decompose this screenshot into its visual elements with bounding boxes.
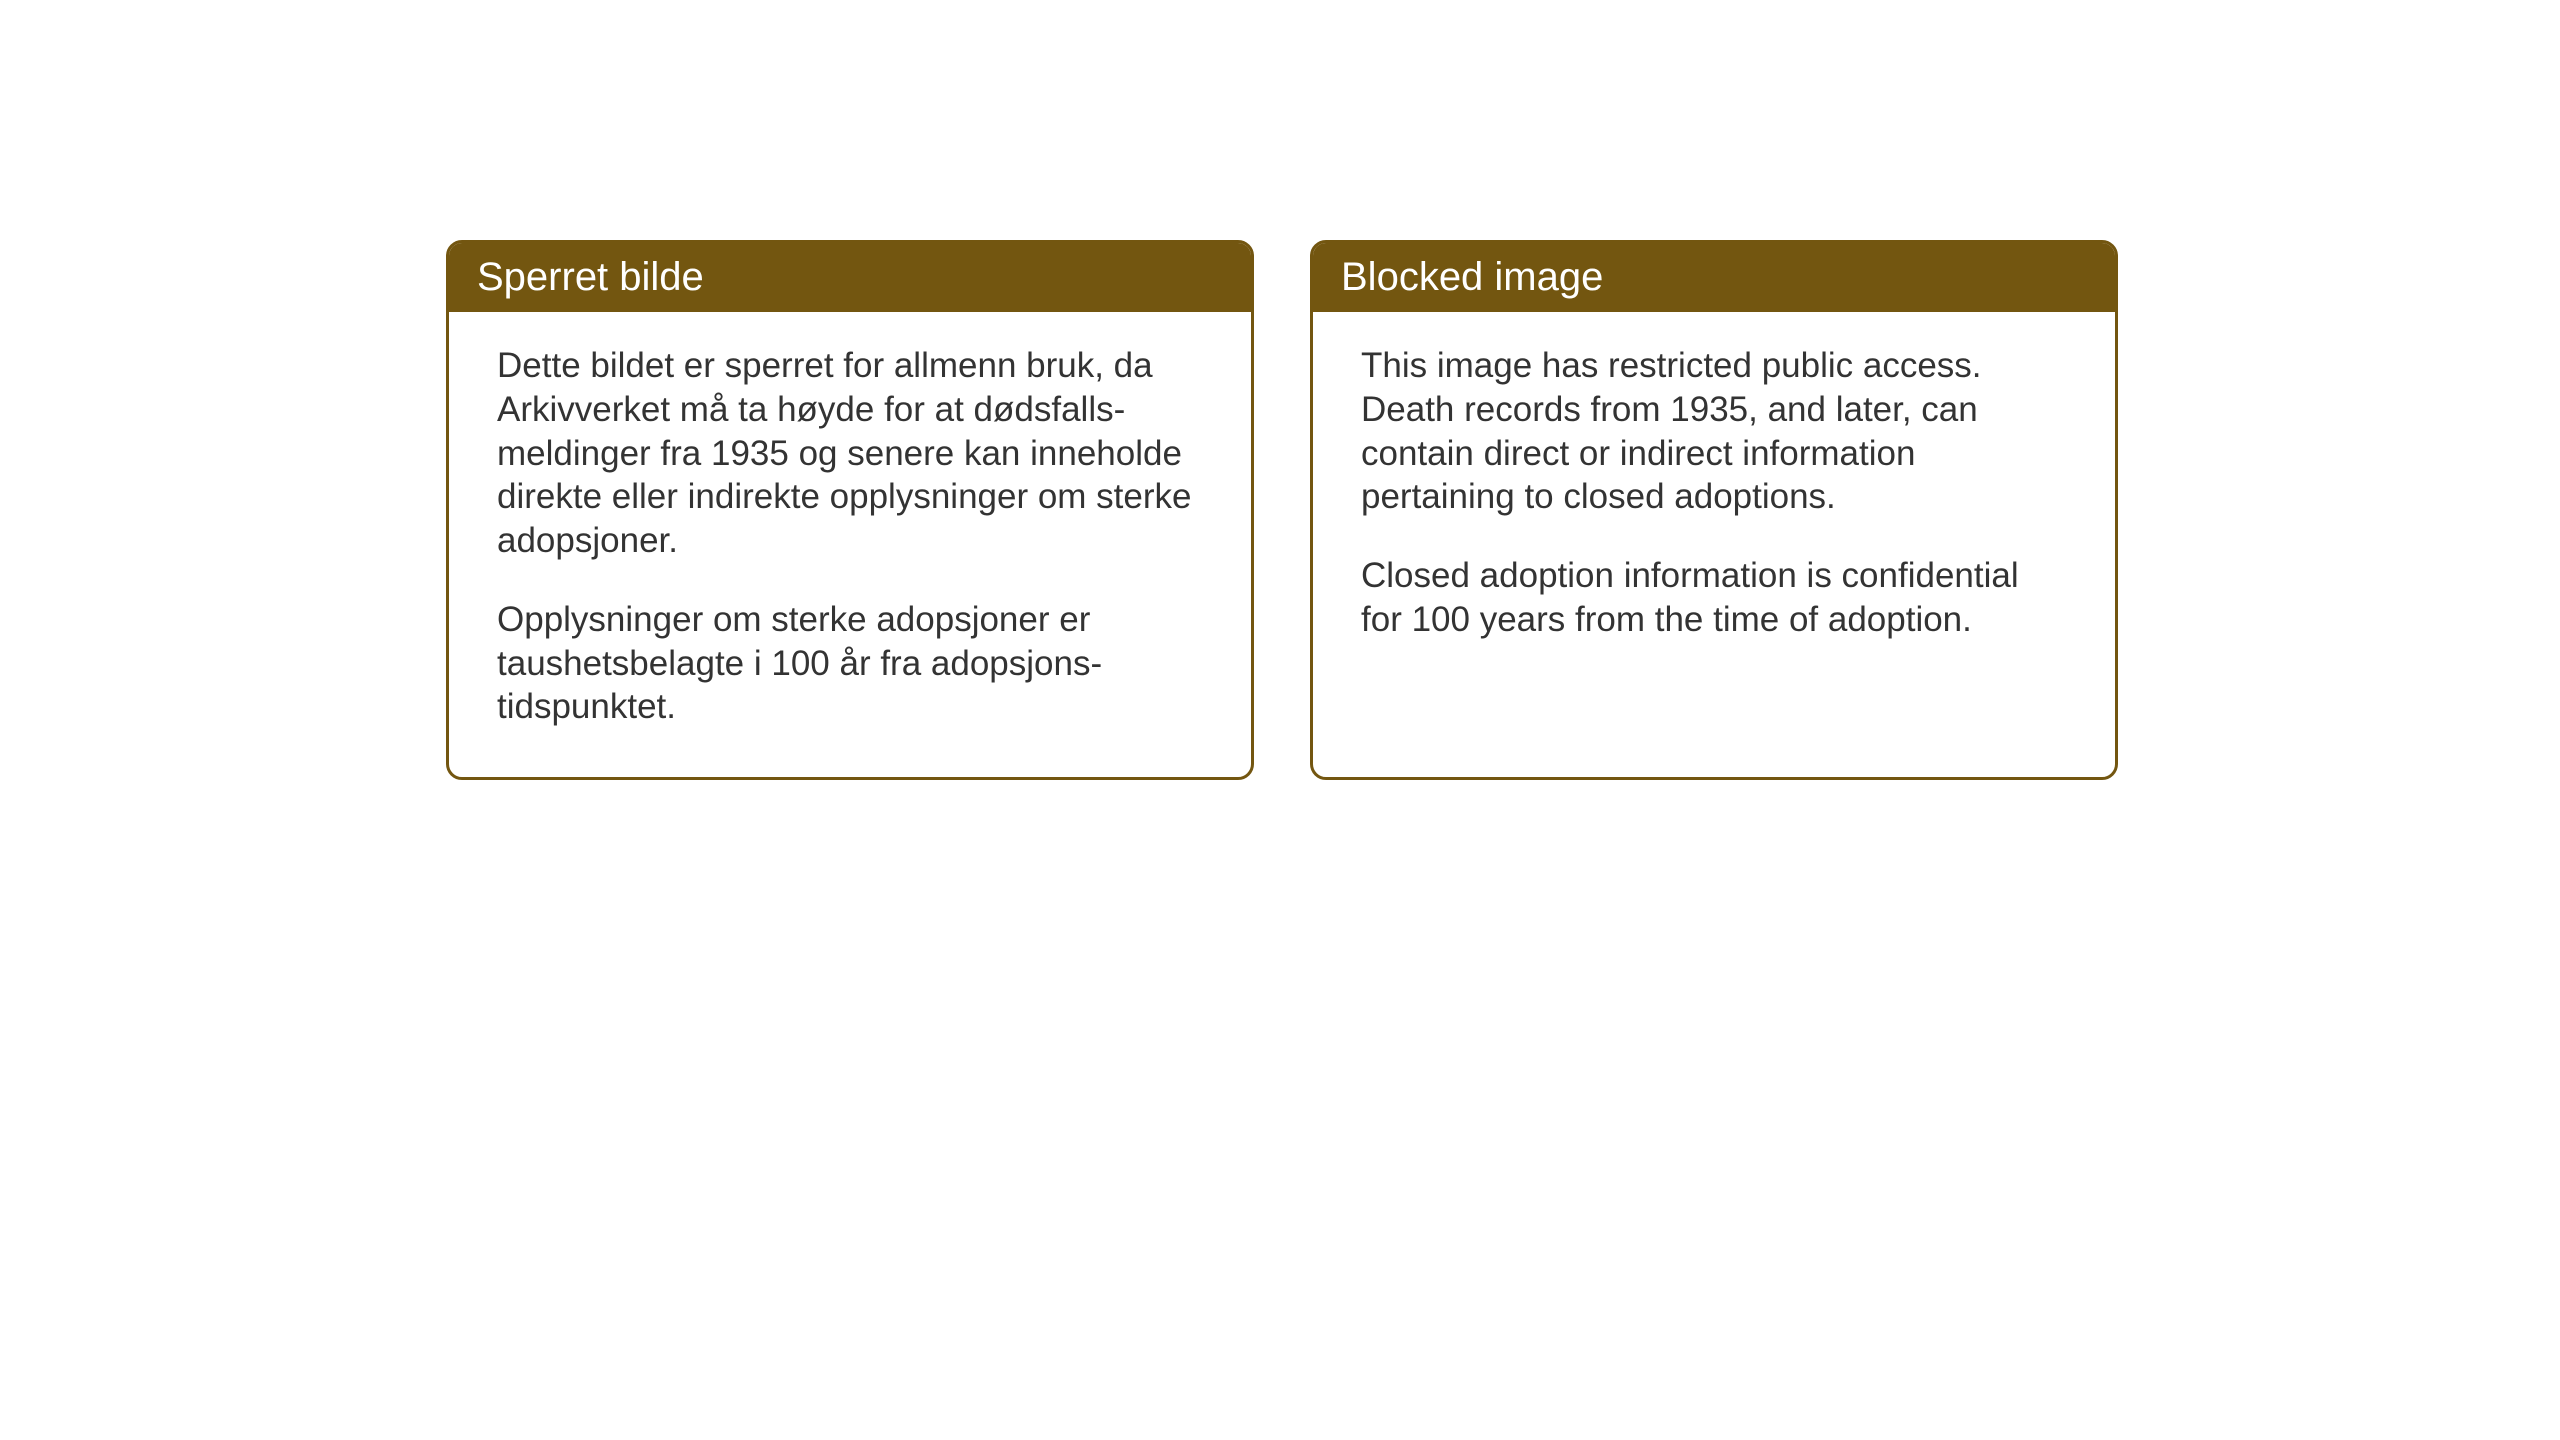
card-paragraph-english-1: This image has restricted public access.… — [1361, 344, 2067, 519]
card-body-norwegian: Dette bildet er sperret for allmenn bruk… — [449, 312, 1251, 777]
card-paragraph-norwegian-2: Opplysninger om sterke adopsjoner er tau… — [497, 598, 1203, 729]
card-paragraph-norwegian-1: Dette bildet er sperret for allmenn bruk… — [497, 344, 1203, 563]
notice-card-english: Blocked image This image has restricted … — [1310, 240, 2118, 780]
notice-card-norwegian: Sperret bilde Dette bildet er sperret fo… — [446, 240, 1254, 780]
card-title-english: Blocked image — [1341, 255, 1603, 299]
card-paragraph-english-2: Closed adoption information is confident… — [1361, 554, 2067, 642]
card-header-norwegian: Sperret bilde — [449, 243, 1251, 312]
card-header-english: Blocked image — [1313, 243, 2115, 312]
notice-container: Sperret bilde Dette bildet er sperret fo… — [446, 240, 2118, 780]
card-body-english: This image has restricted public access.… — [1313, 312, 2115, 690]
card-title-norwegian: Sperret bilde — [477, 255, 704, 299]
